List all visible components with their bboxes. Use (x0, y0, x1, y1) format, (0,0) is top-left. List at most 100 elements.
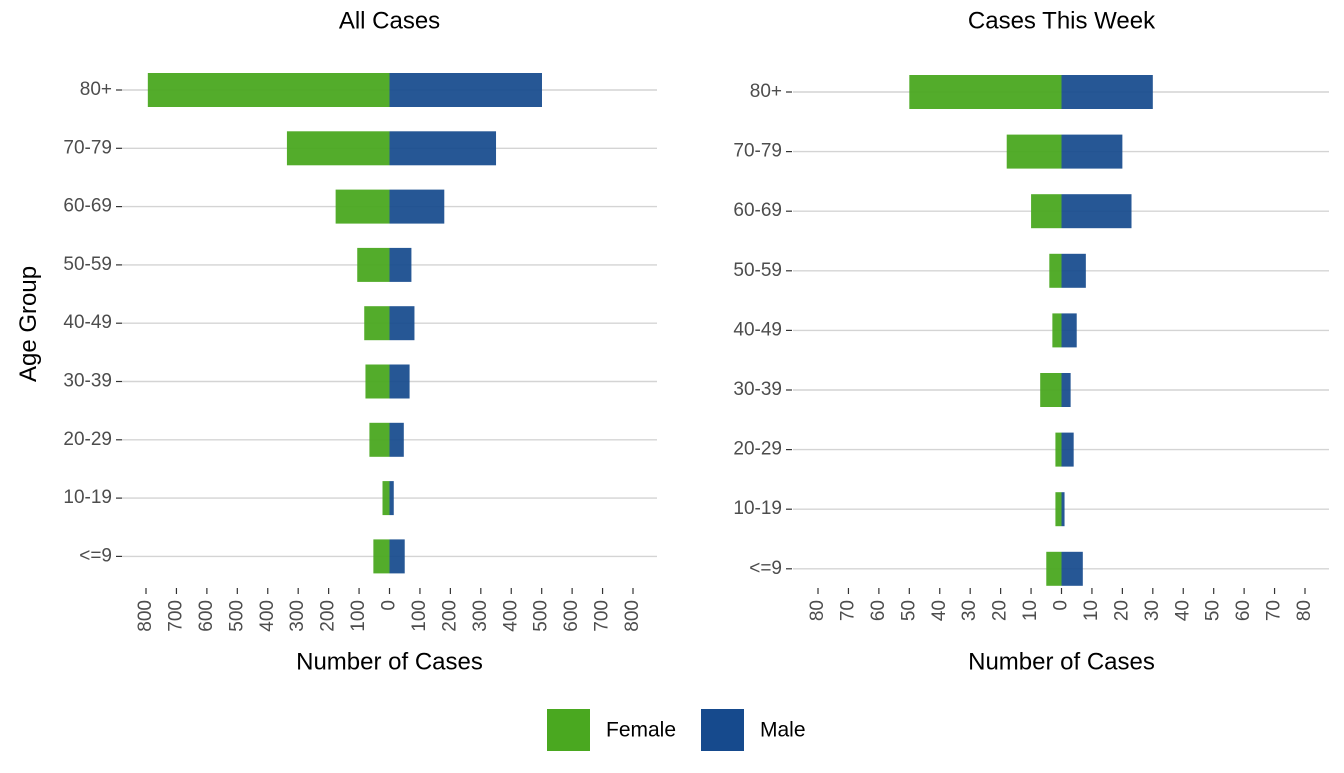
x-tick-label: 200 (439, 600, 460, 632)
x-tick-label: 400 (500, 600, 521, 632)
y-tick-label: 30-39 (63, 371, 112, 392)
y-tick-label: <=9 (749, 558, 782, 579)
bar-male (389, 306, 415, 341)
x-tick-label: 300 (287, 600, 308, 632)
bar-female (335, 189, 390, 224)
y-tick-label: 60-69 (63, 196, 112, 217)
x-tick-label: 40 (1172, 600, 1193, 621)
x-tick-label: 500 (226, 600, 247, 632)
bar-male (1061, 134, 1123, 169)
bar-female (364, 306, 390, 341)
bar-male (1061, 551, 1083, 586)
y-tick-label: 50-59 (733, 260, 782, 281)
y-tick-label: 10-19 (733, 498, 782, 519)
bar-male (389, 189, 445, 224)
x-tick-label: 10 (1020, 600, 1041, 621)
bar-female (1049, 253, 1062, 288)
bar-male (1061, 253, 1086, 288)
bar-male (389, 364, 410, 399)
legend-swatch-female (547, 709, 590, 751)
x-tick-label: 100 (409, 600, 430, 632)
x-tick-label: 200 (318, 600, 339, 632)
x-tick-label: 20 (1111, 600, 1132, 621)
x-tick-label: 40 (929, 600, 950, 621)
chart-panels: All Cases 80+ 70-79 60-69 50-59 40-49 30-39 20-… (63, 7, 1329, 675)
bar-female (286, 131, 390, 166)
bar-male (1061, 313, 1077, 348)
bar-male (389, 422, 404, 457)
bar-male (1061, 194, 1132, 229)
bar-female (357, 247, 390, 282)
bar-male (389, 481, 394, 516)
y-tick-label: 20-29 (733, 439, 782, 460)
y-tick-label: 70-79 (733, 141, 782, 162)
x-tick-label: 30 (959, 600, 980, 621)
bar-female (1006, 134, 1062, 169)
x-tick-label: 300 (470, 600, 491, 632)
bar-female (909, 75, 1062, 109)
bar-female (1055, 432, 1062, 467)
x-tick-label: 70 (837, 600, 858, 621)
bar-male (1061, 432, 1074, 467)
bar-male (389, 539, 405, 574)
bar-male (1061, 492, 1065, 527)
x-tick-label: 80 (807, 600, 828, 621)
bar-male (389, 131, 497, 166)
x-axis-label: Number of Cases (968, 648, 1155, 675)
chart-title: Cases This Week (968, 7, 1156, 34)
x-tick-label: 0 (1051, 600, 1072, 611)
x-tick-label: 600 (561, 600, 582, 632)
bar-female (373, 539, 390, 574)
x-tick-label: 10 (1081, 600, 1102, 621)
x-tick-label: 20 (990, 600, 1011, 621)
x-tick-label: 800 (135, 600, 156, 632)
legend: Female Male (547, 709, 806, 751)
chart-title: All Cases (339, 7, 440, 34)
x-tick-label: 700 (165, 600, 186, 632)
chart-panel: Cases This Week 80+ 70-79 60-69 50-59 40-49 30… (733, 7, 1329, 675)
bar-female (1040, 373, 1062, 407)
x-tick-label: 80 (1294, 600, 1315, 621)
x-tick-label: 700 (592, 600, 613, 632)
x-tick-label: 50 (898, 600, 919, 621)
y-tick-label: 70-79 (63, 137, 112, 158)
legend-label-male: Male (760, 719, 806, 742)
y-tick-label: 40-49 (733, 319, 782, 340)
y-tick-label: 40-49 (63, 312, 112, 333)
y-tick-label: 10-19 (63, 487, 112, 508)
x-tick-label: 600 (196, 600, 217, 632)
y-axis-label: Age Group (15, 266, 42, 382)
x-tick-label: 500 (531, 600, 552, 632)
y-tick-label: 20-29 (63, 429, 112, 450)
y-tick-label: 80+ (750, 81, 782, 102)
bar-male (389, 247, 412, 282)
bar-female (365, 364, 390, 399)
chart-panel: All Cases 80+ 70-79 60-69 50-59 40-49 30-39 20-… (63, 7, 657, 675)
y-tick-label: 60-69 (733, 200, 782, 221)
bar-female (1052, 313, 1062, 348)
y-tick-label: 30-39 (733, 379, 782, 400)
x-tick-label: 800 (622, 600, 643, 632)
bar-female (1031, 194, 1062, 229)
bar-female (147, 73, 390, 107)
x-axis-label: Number of Cases (296, 648, 483, 675)
x-tick-label: 60 (868, 600, 889, 621)
x-tick-label: 0 (379, 600, 400, 611)
x-tick-label: 60 (1233, 600, 1254, 621)
bar-female (1055, 492, 1062, 527)
x-tick-label: 400 (257, 600, 278, 632)
bar-male (1061, 373, 1071, 407)
bar-male (1061, 75, 1153, 109)
bar-male (389, 73, 542, 107)
legend-label-female: Female (606, 719, 676, 742)
bar-female (369, 422, 390, 457)
x-tick-label: 30 (1142, 600, 1163, 621)
x-tick-label: 100 (348, 600, 369, 632)
bar-female (1046, 551, 1062, 586)
bar-female (382, 481, 390, 516)
x-tick-label: 70 (1264, 600, 1285, 621)
y-tick-label: 50-59 (63, 254, 112, 275)
legend-swatch-male (701, 709, 744, 751)
